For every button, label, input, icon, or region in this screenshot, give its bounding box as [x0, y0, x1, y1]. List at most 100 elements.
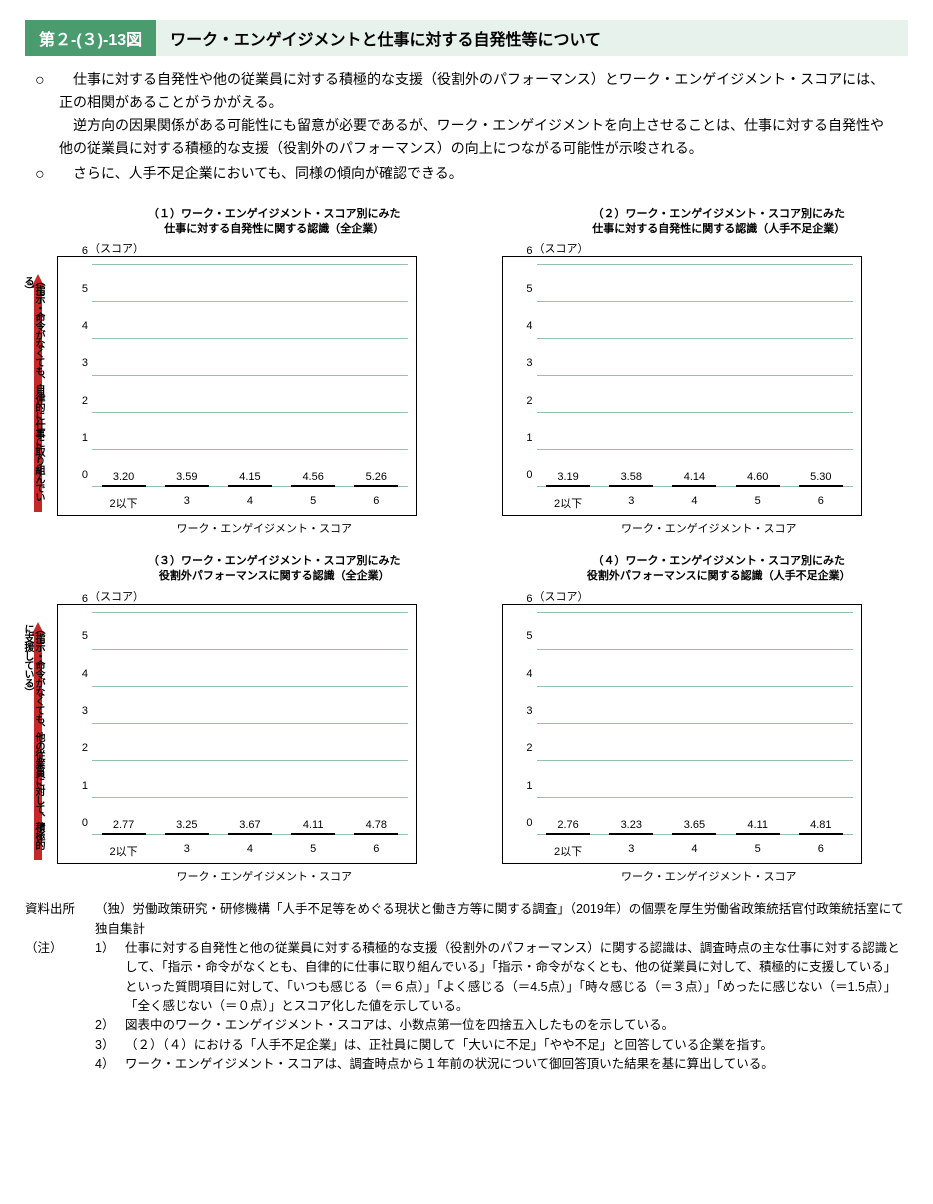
bar-value-label: 4.56: [302, 471, 323, 483]
bar-slot: 4.15: [225, 471, 275, 487]
bar-slot: 4.81: [796, 819, 846, 835]
ytick: 0: [62, 817, 88, 829]
ytick: 4: [507, 320, 533, 332]
bar-value-label: 3.65: [684, 819, 705, 831]
bar-value-label: 3.59: [176, 471, 197, 483]
bar-value-label: 3.19: [557, 471, 578, 483]
xlabel: 6: [796, 843, 846, 859]
chart-title: （４）ワーク・エンゲイジメント・スコア別にみた役割外パフォーマンスに関する認識（…: [530, 554, 909, 584]
note-number: 3）: [95, 1036, 125, 1055]
ytick: 2: [62, 395, 88, 407]
bar: [736, 485, 780, 487]
y-unit: （スコア）: [534, 240, 909, 256]
ytick: 2: [507, 395, 533, 407]
bar-value-label: 3.23: [621, 819, 642, 831]
ytick: 1: [507, 780, 533, 792]
xlabel: 5: [288, 843, 338, 859]
bar-slot: 3.58: [606, 471, 656, 487]
bar-slot: 3.65: [669, 819, 719, 835]
ytick: 3: [507, 705, 533, 717]
bar: [736, 833, 780, 835]
bar-slot: 3.67: [225, 819, 275, 835]
ytick: 4: [507, 668, 533, 680]
body-text: ○ 仕事に対する自発性や他の従業員に対する積極的な支援（役割外のパフォーマンス）…: [35, 68, 898, 189]
figure-number: 第２-(３)-13図: [25, 20, 156, 56]
ytick: 4: [62, 668, 88, 680]
xlabel: 6: [351, 843, 401, 859]
bar-slot: 4.60: [733, 471, 783, 487]
note-number: 2）: [95, 1016, 125, 1035]
bar: [609, 833, 653, 835]
bar-value-label: 4.81: [810, 819, 831, 831]
bar-value-label: 2.76: [557, 819, 578, 831]
bar-value-label: 3.67: [239, 819, 260, 831]
bar: [165, 485, 209, 487]
bar-value-label: 5.30: [810, 471, 831, 483]
bullet-icon: ○: [35, 68, 59, 94]
arrow-label: （指示・命令がなくても、自律的に仕事に取り組んでいる）: [22, 276, 44, 506]
ytick: 5: [62, 630, 88, 642]
bar: [228, 485, 272, 487]
bar-value-label: 5.26: [366, 471, 387, 483]
ytick: 5: [507, 630, 533, 642]
bar-value-label: 4.14: [684, 471, 705, 483]
xlabel: 3: [606, 495, 656, 511]
xlabel: 5: [733, 495, 783, 511]
xlabel: 3: [606, 843, 656, 859]
para2: 逆方向の因果関係がある可能性にも留意が必要であるが、ワーク・エンゲイジメントを向…: [59, 114, 898, 160]
bar-slot: 2.77: [99, 819, 149, 835]
note-text: ワーク・エンゲイジメント・スコアは、調査時点から１年前の状況について御回答頂いた…: [125, 1055, 908, 1074]
ytick: 0: [62, 469, 88, 481]
bar: [799, 833, 843, 835]
note-number: 4）: [95, 1055, 125, 1074]
ytick: 3: [62, 705, 88, 717]
bar: [291, 833, 335, 835]
arrow-column: （指示・命令がなくても、他の従業員に対して、積極的に支援している）: [25, 604, 51, 864]
chart-title: （２）ワーク・エンゲイジメント・スコア別にみた仕事に対する自発性に関する認識（人…: [530, 207, 909, 237]
ytick: 1: [62, 780, 88, 792]
xlabel: 2以下: [543, 843, 593, 859]
charts-grid: （１）ワーク・エンゲイジメント・スコア別にみた仕事に対する自発性に関する認識（全…: [25, 207, 908, 884]
chart-title: （３）ワーク・エンゲイジメント・スコア別にみた役割外パフォーマンスに関する認識（…: [85, 554, 464, 584]
note-text: 図表中のワーク・エンゲイジメント・スコアは、小数点第一位を四捨五入したものを示し…: [125, 1016, 908, 1035]
chart-c4: （４）ワーク・エンゲイジメント・スコア別にみた役割外パフォーマンスに関する認識（…: [470, 554, 909, 884]
bar-slot: 3.23: [606, 819, 656, 835]
arrow-column: [470, 604, 496, 864]
ytick: 6: [62, 245, 88, 257]
xlabel: 3: [162, 495, 212, 511]
bar: [672, 485, 716, 487]
bar-value-label: 4.60: [747, 471, 768, 483]
xaxis-title: ワーク・エンゲイジメント・スコア: [510, 520, 909, 536]
bar: [546, 485, 590, 487]
xlabel: 5: [288, 495, 338, 511]
footnotes: 資料出所 （独）労働政策研究・研修機構「人手不足等をめぐる現状と働き方等に関する…: [25, 900, 908, 1074]
note-label: （注）: [25, 939, 95, 1075]
bar: [672, 833, 716, 835]
bar-slot: 3.19: [543, 471, 593, 487]
arrow-column: （指示・命令がなくても、自律的に仕事に取り組んでいる）: [25, 256, 51, 516]
xaxis-title: ワーク・エンゲイジメント・スコア: [510, 868, 909, 884]
plot-area: 01234562.773.253.674.114.782以下3456: [57, 604, 417, 864]
ytick: 2: [507, 742, 533, 754]
ytick: 0: [507, 817, 533, 829]
bar-slot: 3.20: [99, 471, 149, 487]
chart-c2: （２）ワーク・エンゲイジメント・スコア別にみた仕事に対する自発性に関する認識（人…: [470, 207, 909, 537]
xlabel: 2以下: [99, 495, 149, 511]
xlabel: 6: [351, 495, 401, 511]
chart-title: （１）ワーク・エンゲイジメント・スコア別にみた仕事に対する自発性に関する認識（全…: [85, 207, 464, 237]
note-number: 1）: [95, 939, 125, 1017]
ytick: 5: [62, 283, 88, 295]
y-unit: （スコア）: [89, 240, 464, 256]
chart-c1: （１）ワーク・エンゲイジメント・スコア別にみた仕事に対する自発性に関する認識（全…: [25, 207, 464, 537]
xlabel: 6: [796, 495, 846, 511]
bar-slot: 4.11: [733, 819, 783, 835]
xaxis-title: ワーク・エンゲイジメント・スコア: [65, 520, 464, 536]
ytick: 0: [507, 469, 533, 481]
ytick: 6: [507, 245, 533, 257]
plot-area: 01234562.763.233.654.114.812以下3456: [502, 604, 862, 864]
xlabel: 2以下: [99, 843, 149, 859]
source-text: （独）労働政策研究・研修機構「人手不足等をめぐる現状と働き方等に関する調査」（2…: [95, 900, 908, 939]
ytick: 6: [507, 593, 533, 605]
bar-value-label: 3.25: [176, 819, 197, 831]
bar-slot: 5.26: [351, 471, 401, 487]
